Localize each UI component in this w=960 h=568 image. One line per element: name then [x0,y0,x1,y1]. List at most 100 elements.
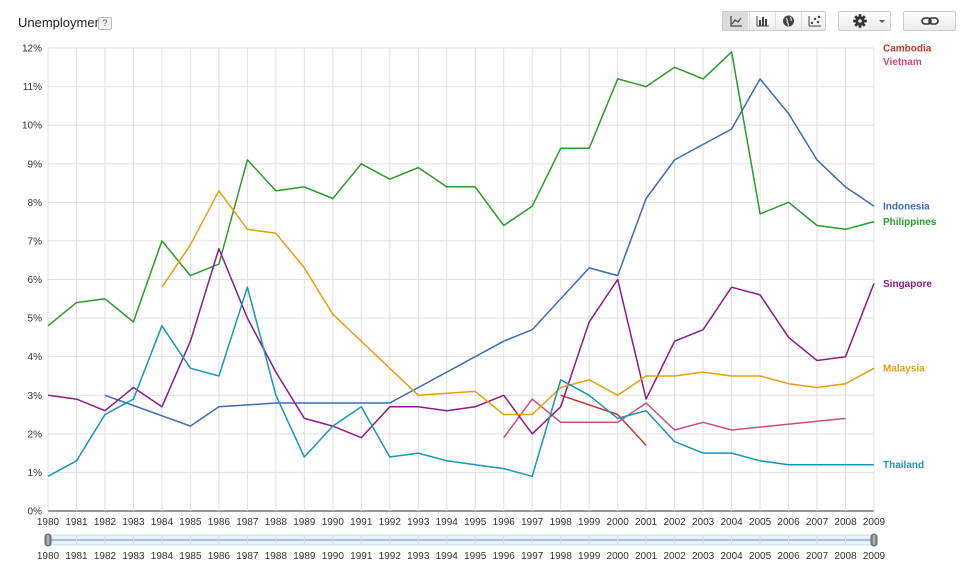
range-tick-label: 1993 [407,551,430,562]
globe-icon [783,15,794,27]
range-tick-label: 1988 [265,551,288,562]
range-tick-label: 1981 [65,551,88,562]
chart-series-lines [47,51,875,478]
y-tick-label: 10% [22,121,42,132]
x-tick-label: 1987 [236,517,259,528]
x-tick-label: 2002 [663,517,686,528]
x-tick-label: 2000 [607,517,630,528]
range-tick-label: 1991 [350,551,373,562]
x-tick-label: 1995 [464,517,487,528]
y-tick-label: 2% [28,429,43,440]
legend-entry-vietnam[interactable]: Vietnam [883,57,922,68]
range-tick-label: 1995 [464,551,487,562]
x-tick-label: 1990 [322,517,345,528]
y-axis-tick-labels: 0% 1% 2% 3% 4% 5% 6% 7% 8% 9% 10% 11% 12% [22,44,42,518]
x-tick-label: 2003 [692,517,715,528]
range-tick-label: 1985 [179,551,202,562]
legend-entry-malaysia[interactable]: Malaysia [883,364,925,375]
x-tick-label: 1991 [350,517,373,528]
range-tick-label: 2007 [806,551,829,562]
chevron-down-icon [879,20,885,23]
range-tick-label: 2006 [777,551,800,562]
y-tick-label: 4% [28,352,43,363]
x-tick-label: 1998 [550,517,573,528]
help-button[interactable]: ? [98,17,112,30]
range-tick-label: 1984 [151,551,174,562]
x-tick-label: 1989 [293,517,316,528]
x-tick-label: 1981 [65,517,88,528]
range-tick-label: 1996 [493,551,516,562]
x-tick-label: 1992 [379,517,402,528]
x-tick-label: 1993 [407,517,430,528]
x-tick-label: 1985 [179,517,202,528]
series-line-vietnam[interactable] [503,398,846,439]
legend-entry-philippines[interactable]: Philippines [883,217,937,228]
series-line-cambodia[interactable] [560,394,647,446]
range-tick-label: 2003 [692,551,715,562]
x-tick-label: 1984 [151,517,174,528]
map-view-button[interactable] [775,12,800,30]
series-line-thailand[interactable] [47,286,874,478]
x-tick-label: 1994 [436,517,459,528]
line-chart-view-button[interactable] [723,12,748,30]
range-tick-label: 2001 [635,551,658,562]
settings-button[interactable] [838,11,891,31]
range-tick-label: 2000 [607,551,630,562]
legend-entry-cambodia[interactable]: Cambodia [883,44,932,55]
page-title: Unemployment [18,15,106,30]
series-line-philippines[interactable] [47,51,875,327]
x-tick-label: 2009 [863,517,886,528]
legend-entry-thailand[interactable]: Thailand [883,460,924,471]
legend-entry-indonesia[interactable]: Indonesia [883,202,930,213]
y-tick-label: 8% [28,198,43,209]
x-tick-label: 2001 [635,517,658,528]
y-tick-label: 7% [28,236,43,247]
range-tick-label: 1994 [436,551,459,562]
time-range-selector[interactable]: 1980 1981 1982 1983 1984 1985 1986 1987 1988 1989… [37,533,886,562]
gear-icon [853,14,885,28]
range-tick-label: 1998 [550,551,573,562]
legend-entry-singapore[interactable]: Singapore [883,279,932,290]
y-tick-label: 6% [28,275,43,286]
y-tick-label: 0% [28,507,43,518]
y-tick-label: 11% [23,82,42,93]
x-tick-label: 1982 [94,517,117,528]
x-tick-label: 2007 [806,517,829,528]
range-tick-label: 1997 [521,551,544,562]
y-tick-label: 5% [28,314,43,325]
range-tick-label: 1987 [236,551,259,562]
range-tick-label: 1989 [293,551,316,562]
range-tick-label: 2004 [720,551,743,562]
series-line-malaysia[interactable] [161,190,875,416]
range-tick-label: 1983 [122,551,145,562]
range-tick-label: 1980 [37,551,60,562]
range-tick-label: 2008 [834,551,857,562]
x-axis-tick-labels: 1980 1981 1982 1983 1984 1985 1986 1987 1988 1989… [37,517,886,528]
range-tick-label: 1982 [94,551,117,562]
link-icon [921,17,939,25]
series-line-singapore[interactable] [47,247,875,439]
x-tick-label: 2005 [749,517,772,528]
range-tick-label: 2002 [663,551,686,562]
x-tick-label: 1986 [208,517,231,528]
x-tick-label: 2008 [834,517,857,528]
chart-legend: Cambodia Vietnam Indonesia Philippines Singa… [883,44,937,472]
y-tick-label: 1% [28,468,43,479]
range-tick-label: 1986 [208,551,231,562]
range-tick-label: 2005 [749,551,772,562]
y-tick-label: 12% [22,44,42,55]
x-tick-label: 1999 [578,517,601,528]
x-tick-label: 2004 [720,517,743,528]
y-tick-label: 3% [28,391,43,402]
bar-chart-view-button[interactable] [749,12,774,30]
scatter-view-button[interactable] [801,12,826,30]
scatter-icon [808,15,821,27]
x-tick-label: 2006 [777,517,800,528]
x-tick-label: 1988 [265,517,288,528]
x-tick-label: 1996 [493,517,516,528]
x-tick-label: 1980 [37,517,60,528]
series-line-indonesia[interactable] [104,78,875,427]
link-button[interactable] [903,11,956,31]
y-tick-label: 9% [28,159,43,170]
